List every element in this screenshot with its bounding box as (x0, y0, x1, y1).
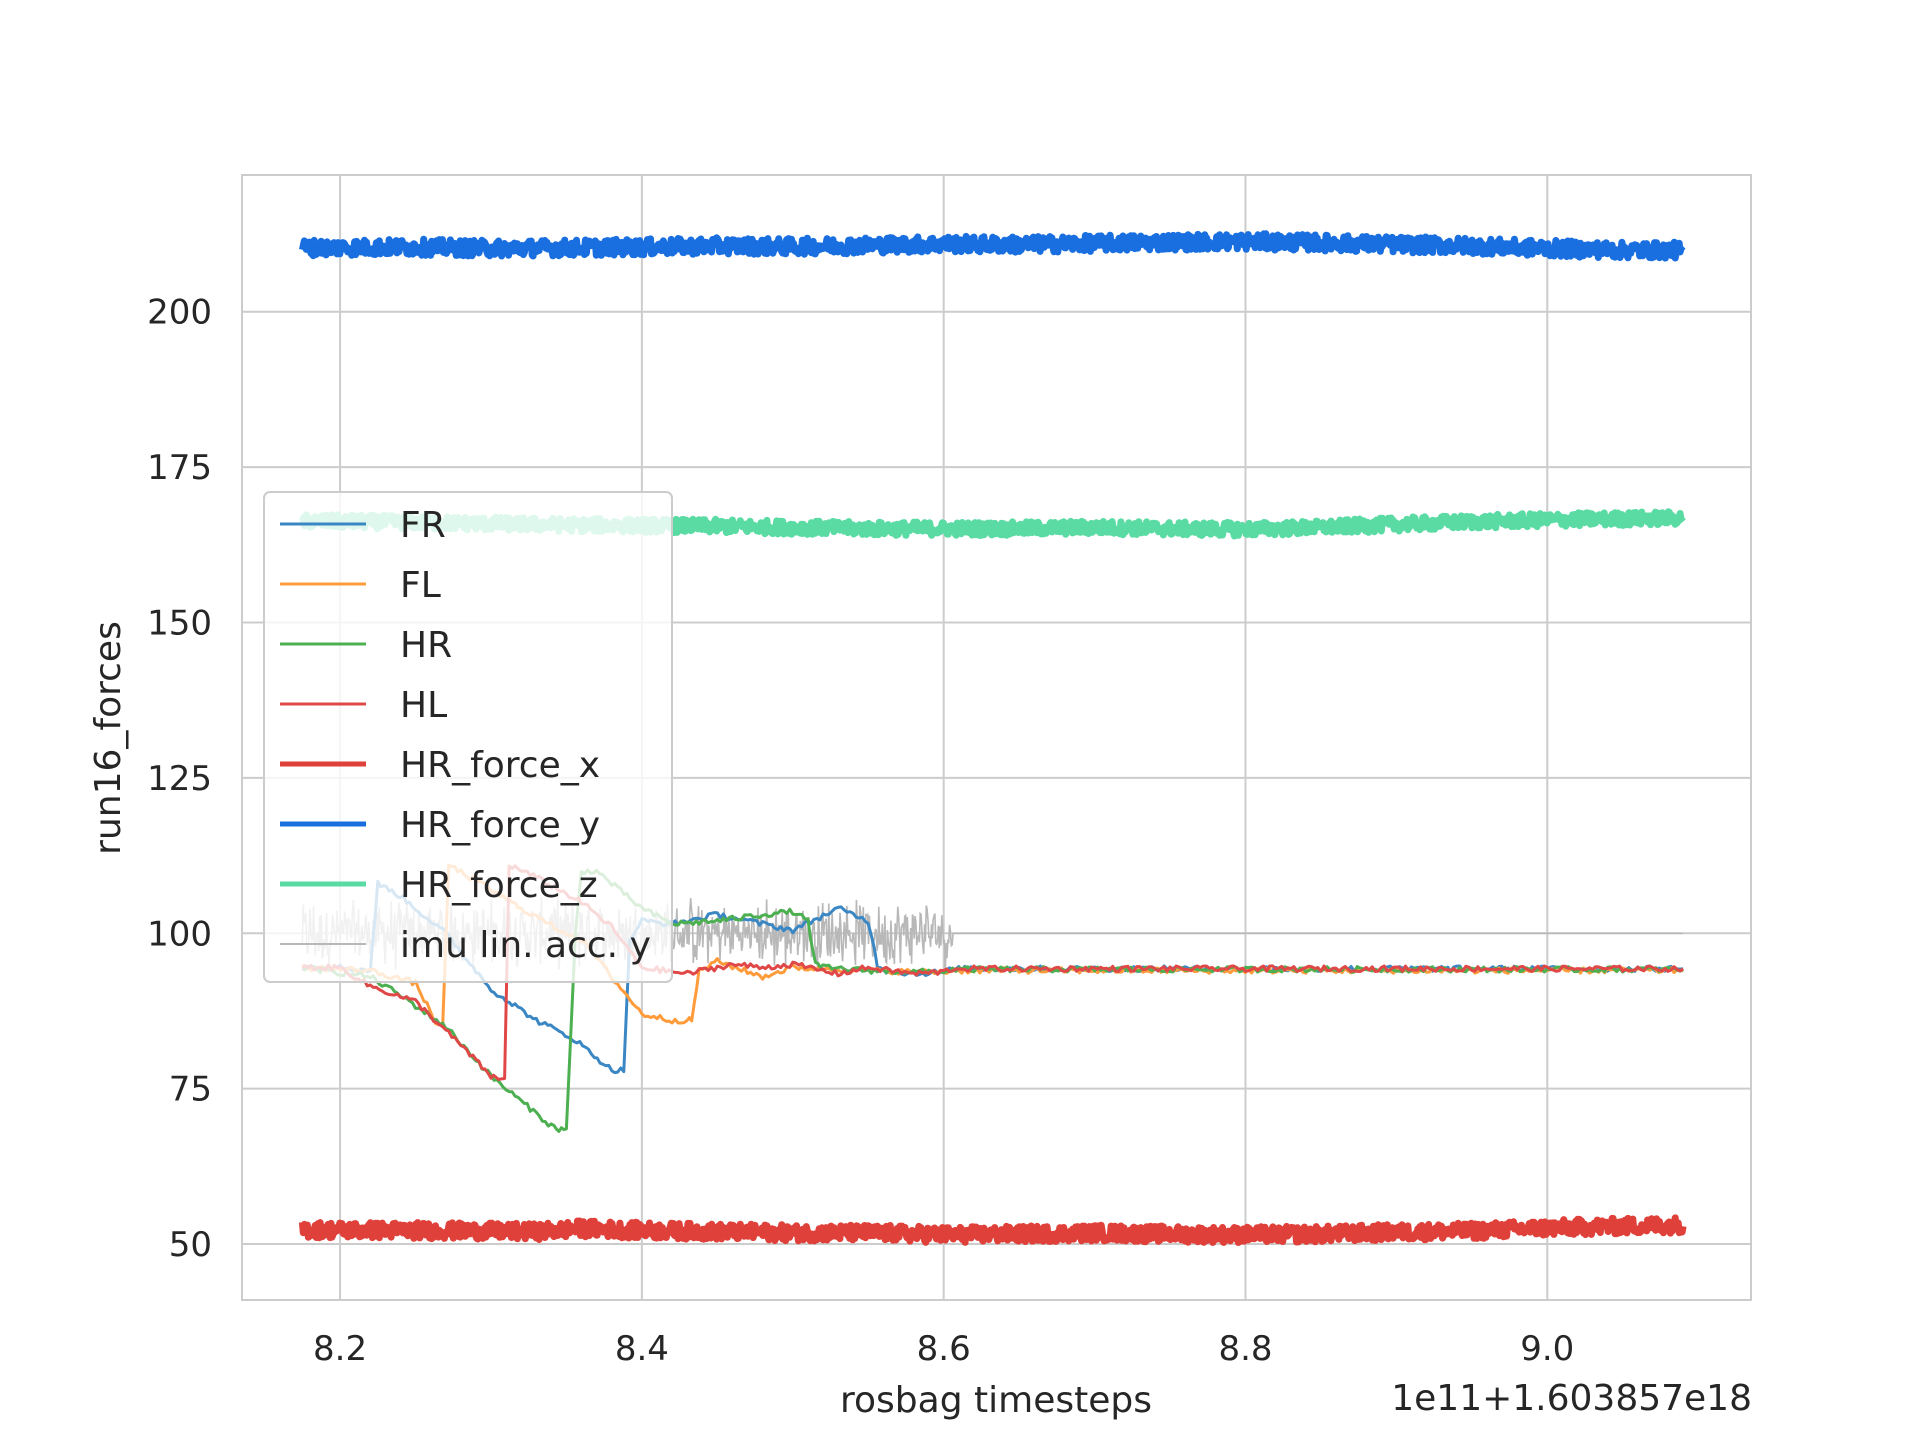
legend: FR FL HR HL HR_force_x HR_force_y HR_force_zim… (263, 491, 673, 983)
x-tick-label: 8.8 (1218, 1329, 1272, 1369)
legend-label: HR_force_y (400, 805, 600, 846)
y-tick-label: 50 (169, 1225, 212, 1265)
legend-label: FL (400, 565, 441, 606)
y-tick-label: 150 (147, 604, 212, 644)
legend-label: HR_force_z (400, 865, 598, 906)
y-tick-label: 75 (169, 1070, 212, 1110)
legend-label: FR (400, 505, 446, 546)
x-axis-label: rosbag timesteps (840, 1380, 1152, 1421)
legend-label: HL (400, 685, 447, 726)
y-tick-label: 100 (147, 914, 212, 954)
legend-label: imu lin. acc. y (400, 925, 651, 966)
legend-label: HR (400, 625, 452, 666)
legend-label: HR_force_x (400, 745, 600, 786)
legend-frame (263, 491, 673, 983)
x-offset-label: 1e11+1.603857e18 (1391, 1378, 1752, 1419)
y-tick-labels: 50 75 100 125 150 175 200 (147, 293, 212, 1265)
series-line-hr-force-y (298, 230, 1686, 262)
plot-frame (241, 174, 1752, 1301)
x-tick-label: 8.2 (313, 1329, 367, 1369)
x-tick-label: 8.4 (615, 1329, 669, 1369)
series-line-hr-force-x (298, 1214, 1687, 1246)
legend-entries: FR FL HR HL HR_force_x HR_force_y HR_force_zim… (280, 505, 651, 966)
y-tick-label: 200 (147, 293, 212, 333)
x-tick-label: 8.6 (917, 1329, 971, 1369)
x-tick-labels: 8.2 8.4 8.6 8.8 9.0 (313, 1329, 1574, 1369)
y-tick-label: 125 (147, 759, 212, 799)
y-axis-label: run16_forces (88, 621, 129, 855)
x-tick-label: 9.0 (1520, 1329, 1574, 1369)
y-tick-label: 175 (147, 448, 212, 488)
